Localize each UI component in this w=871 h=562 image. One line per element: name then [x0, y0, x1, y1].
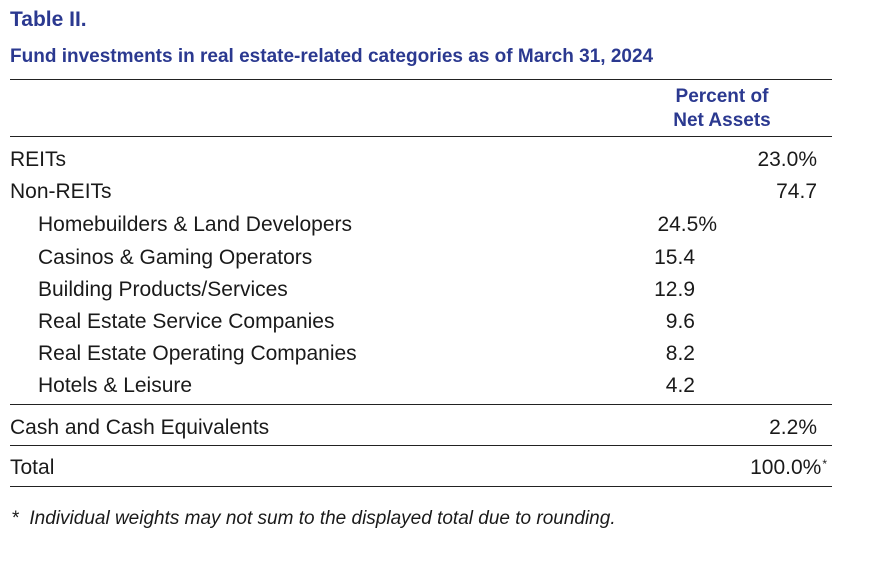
row-label: Hotels & Leisure — [38, 374, 193, 397]
footnote: * Individual weights may not sum to the d… — [12, 508, 616, 530]
row-value: 23.0% — [757, 148, 817, 171]
row-label: Building Products/Services — [38, 278, 288, 301]
row-label: Real Estate Operating Companies — [38, 342, 357, 365]
row-label: Homebuilders & Land Developers — [38, 213, 353, 236]
column-header-line1: Percent of — [675, 86, 769, 107]
total-rule — [10, 445, 832, 446]
footnote-text: Individual weights may not sum to the di… — [29, 508, 616, 529]
table-title: Fund investments in real estate-related … — [10, 46, 654, 67]
row-label: Cash and Cash Equivalents — [10, 416, 270, 439]
table-row-sub: Casinos & Gaming Operators 15.4 — [0, 242, 871, 274]
row-value: 100.0%* — [750, 452, 827, 484]
column-header: Percent of Net Assets — [652, 85, 792, 133]
section-rule — [10, 404, 832, 405]
row-sub-value: 4.2 — [665, 374, 695, 397]
table-row-sub: Homebuilders & Land Developers 24.5% — [0, 209, 871, 241]
header-rule — [10, 136, 832, 137]
footnote-marker: * — [12, 508, 20, 529]
total-footnote-mark: * — [822, 457, 827, 471]
row-sub-value: 12.9 — [654, 278, 695, 301]
row-value: 74.7 — [776, 180, 817, 203]
total-value: 100.0% — [750, 456, 822, 479]
row-sub-value: 9.6 — [665, 310, 695, 333]
table-row-sub: Hotels & Leisure 4.2 — [0, 370, 871, 402]
table-row-cash: Cash and Cash Equivalents 2.2% — [0, 412, 871, 444]
row-label: Non-REITs — [10, 180, 112, 203]
table-row-non-reits: Non-REITs 74.7 — [0, 176, 871, 208]
table-row-reits: REITs 23.0% — [0, 144, 871, 176]
row-label: Casinos & Gaming Operators — [38, 246, 313, 269]
row-label: Real Estate Service Companies — [38, 310, 335, 333]
table-label: Table II. — [10, 8, 87, 31]
column-header-line2: Net Assets — [673, 110, 771, 131]
top-rule — [10, 79, 832, 80]
table-row-sub: Real Estate Operating Companies 8.2 — [0, 338, 871, 370]
table-row-total: Total 100.0%* — [0, 452, 871, 484]
row-value: 2.2% — [769, 416, 817, 439]
row-sub-value: 15.4 — [654, 246, 695, 269]
bottom-rule — [10, 486, 832, 487]
row-sub-value: 8.2 — [665, 342, 695, 365]
table-row-sub: Building Products/Services 12.9 — [0, 274, 871, 306]
row-sub-value: 24.5% — [657, 213, 717, 236]
row-label: Total — [10, 456, 55, 479]
table-row-sub: Real Estate Service Companies 9.6 — [0, 306, 871, 338]
row-label: REITs — [10, 148, 67, 171]
